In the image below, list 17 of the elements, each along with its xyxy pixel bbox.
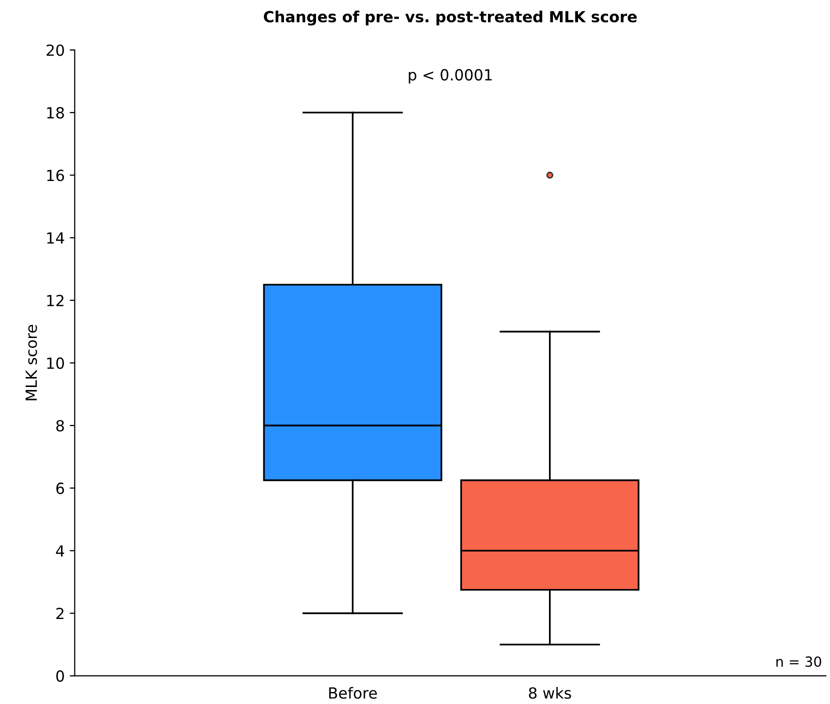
- y-tick-label: 0: [56, 670, 64, 682]
- y-tick-label: 12: [47, 294, 64, 306]
- y-tick-label: 14: [47, 232, 64, 244]
- y-tick-label: 16: [47, 170, 64, 182]
- x-tick-label: 8 wks: [528, 686, 572, 699]
- y-tick-label: 18: [47, 107, 64, 119]
- annotation: n = 30: [776, 656, 822, 667]
- y-tick-label: 6: [56, 482, 64, 494]
- x-tick-label: Before: [329, 686, 377, 699]
- chart-title: Changes of pre- vs. post-treated MLK score: [264, 10, 637, 26]
- y-tick-label: 2: [56, 608, 64, 620]
- y-tick-label: 20: [46, 44, 64, 56]
- y-tick-label: 8: [56, 420, 64, 432]
- annotation: p < 0.0001: [408, 69, 492, 84]
- y-tick-label: 4: [56, 545, 64, 556]
- y-tick-label: 10: [47, 357, 64, 369]
- y-axis-title: MLK score: [26, 324, 38, 400]
